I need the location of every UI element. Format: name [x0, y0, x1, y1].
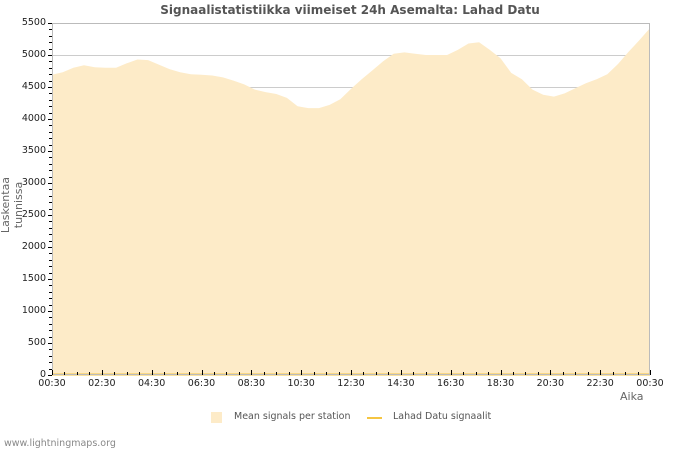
x-tick-label: 14:30: [387, 378, 415, 389]
y-tick-label: 4500: [21, 80, 46, 92]
x-tick-label: 00:30: [636, 378, 664, 389]
y-tick-label: 3000: [21, 176, 46, 188]
y-tick-label: 0: [39, 368, 46, 380]
y-tick-label: 1500: [21, 272, 46, 284]
x-tick-label: 00:30: [38, 378, 66, 389]
legend-area-swatch-icon: [211, 412, 222, 423]
x-tick-label: 06:30: [187, 378, 216, 389]
x-tick-label: 22:30: [586, 378, 614, 389]
chart-title: Signaalistatistiikka viimeiset 24h Asema…: [160, 3, 540, 17]
x-axis-label: Aika: [620, 390, 644, 403]
y-tick-label: 1000: [21, 304, 46, 316]
y-tick-label: 5000: [21, 48, 46, 60]
y-tick-label: 500: [27, 336, 46, 348]
y-tick-label: 5500: [21, 16, 46, 28]
legend-line-swatch-icon: [367, 417, 382, 419]
x-tick-label: 16:30: [436, 378, 465, 389]
x-tick-label: 02:30: [88, 378, 116, 389]
x-tick-label: 08:30: [237, 378, 266, 389]
legend-mean-signals: Mean signals per station: [234, 411, 351, 422]
x-tick-label: 12:30: [337, 378, 365, 389]
footer-site-link[interactable]: www.lightningmaps.org: [4, 438, 116, 449]
y-tick-label: 2000: [21, 240, 46, 252]
y-tick-label: 3500: [21, 144, 46, 156]
y-axis-label: Laskentaa tunnissa: [0, 176, 25, 234]
mean-signals-area: [52, 28, 650, 375]
y-tick-label: 4000: [21, 112, 46, 124]
x-tick-label: 20:30: [536, 378, 565, 389]
x-tick-label: 04:30: [137, 378, 166, 389]
legend-station-signals: Lahad Datu signaalit: [393, 411, 492, 422]
x-tick-label: 10:30: [287, 378, 315, 389]
y-tick-label: 2500: [21, 208, 46, 220]
axis-ticks: [48, 23, 651, 376]
x-tick-label: 18:30: [486, 378, 515, 389]
